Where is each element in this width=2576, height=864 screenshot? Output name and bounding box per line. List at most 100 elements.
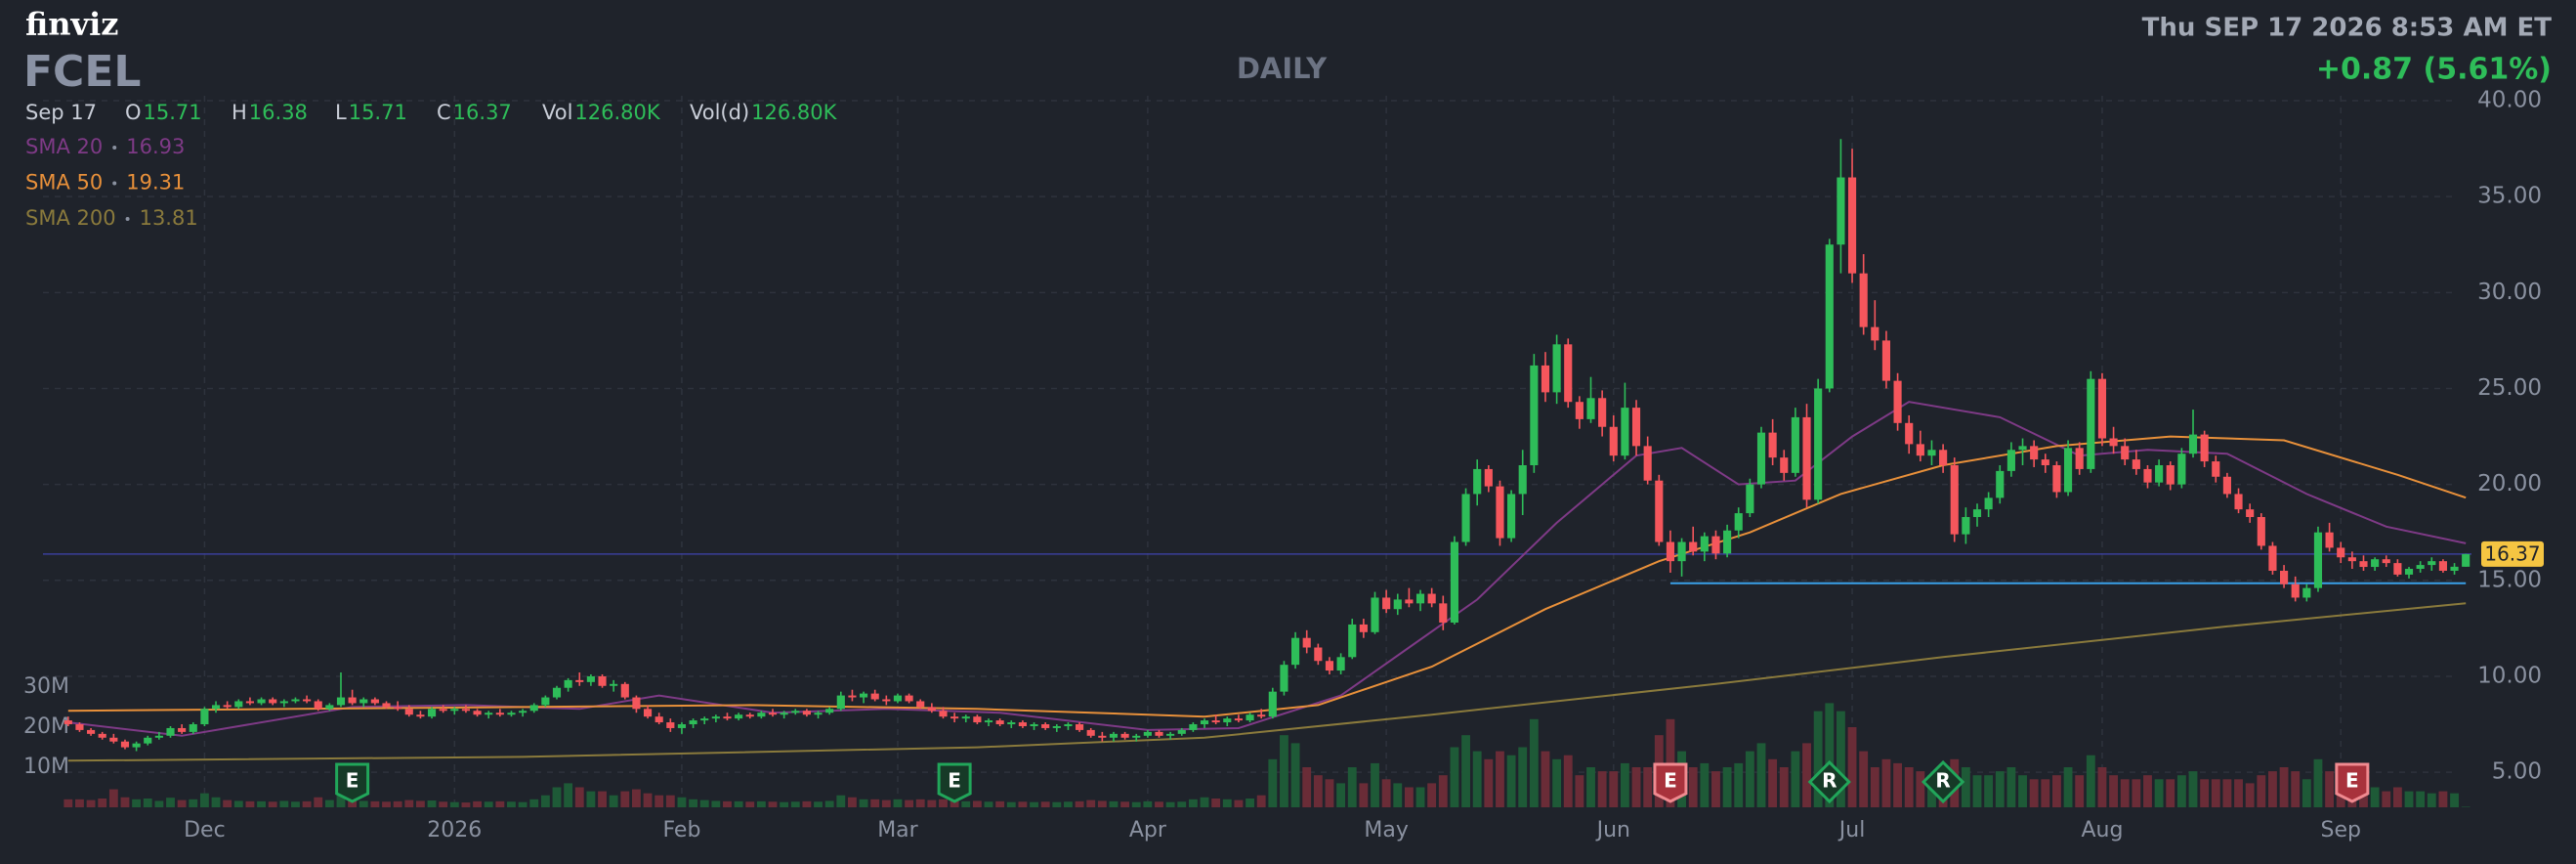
candle-body (1415, 593, 1425, 604)
candle-body (598, 675, 607, 686)
candle-body (2166, 465, 2175, 485)
volume-bar (1472, 751, 1482, 807)
volume-bar (1961, 767, 1970, 807)
price-change: +0.87 (5.61%) (2316, 53, 2552, 87)
volume-bar (756, 800, 766, 807)
candle-body (2347, 557, 2356, 562)
candle-body (2121, 446, 2130, 460)
candle-body (791, 711, 800, 713)
candle-body (1120, 733, 1129, 738)
candle-body (1780, 457, 1789, 473)
candle-body (1996, 470, 2005, 498)
volume-bar (1427, 783, 1437, 807)
candle-body (2177, 454, 2186, 485)
candle-body (507, 713, 516, 715)
volume-bar (745, 801, 755, 807)
candle-body (2063, 448, 2073, 493)
y-tick-label: 40.00 (2477, 88, 2542, 113)
candle-body (1291, 637, 1300, 666)
volume-bar (564, 783, 573, 807)
volume-bar (2370, 787, 2380, 807)
volume-bar (120, 797, 130, 807)
candle-body (1223, 718, 1232, 723)
candle-body (1314, 647, 1323, 662)
volume-bar (2063, 767, 2073, 807)
candle-body (416, 714, 425, 717)
volume-bar (461, 802, 471, 807)
candle-body (461, 709, 471, 712)
x-tick-label: Feb (662, 818, 700, 842)
candle-body (144, 737, 152, 744)
volume-bar (1143, 800, 1153, 807)
quote-value: 15.71 (144, 101, 202, 124)
candle-body (154, 735, 163, 738)
volume-bar (143, 798, 152, 807)
volume-bar (780, 801, 789, 807)
volume-bar (1756, 743, 1766, 807)
volume-bar (279, 800, 289, 807)
candle-body (382, 703, 391, 708)
event-badge (1921, 759, 1965, 804)
volume-bar (2313, 758, 2323, 807)
candle-body (348, 697, 357, 704)
quote-label: O (125, 101, 142, 124)
volume-bar (961, 800, 971, 807)
volume-bar (529, 799, 539, 807)
volume-bar (2325, 771, 2335, 807)
candle-body (2018, 446, 2027, 451)
volume-bar (1995, 771, 2005, 807)
volume-bar (1052, 801, 1062, 807)
candle-body (1700, 536, 1709, 552)
candle-body (1825, 244, 1834, 389)
volume-bar (870, 799, 880, 807)
candle-body (1302, 637, 1311, 648)
candle-body (485, 713, 493, 715)
volume-bar (166, 798, 175, 807)
legend-value: 16.93 (126, 135, 185, 158)
volume-bar (2052, 775, 2061, 807)
volume-bar (1336, 783, 1346, 807)
candle-body (689, 720, 697, 725)
candle-body (1200, 720, 1209, 725)
y-tick-label: 15.00 (2477, 567, 2542, 592)
volume-bar (257, 800, 266, 807)
candle-body (1382, 597, 1391, 610)
volume-bar (1290, 743, 1300, 807)
volume-bar (1040, 801, 1050, 807)
candle-body (802, 711, 811, 715)
volume-bar (1097, 800, 1107, 807)
volume-bar (2166, 779, 2175, 807)
candle-body (1666, 541, 1675, 562)
candle-body (1371, 597, 1379, 632)
volume-bar (1563, 755, 1573, 807)
quote-value: 126.80K (574, 101, 660, 124)
volume-bar (1086, 799, 1096, 807)
legend-dot (112, 146, 117, 150)
candle-body (1689, 541, 1698, 552)
volume-bar (1381, 779, 1391, 807)
candle-body (1791, 416, 1799, 473)
candle-body (1166, 733, 1175, 736)
volume-bar (1120, 801, 1130, 807)
volume-bar (893, 799, 903, 807)
candle-body (2109, 438, 2118, 447)
volume-bar (699, 799, 709, 807)
y-tick-label: 35.00 (2477, 184, 2542, 209)
legend-label: SMA 20 (25, 135, 103, 158)
logo[interactable]: finviz (25, 6, 118, 43)
candle-body (2155, 465, 2164, 483)
candle-body (1325, 661, 1334, 671)
candle-body (2462, 553, 2470, 567)
volume-bar (1881, 758, 1891, 807)
volume-bar (540, 795, 550, 807)
candle-body (245, 701, 255, 704)
candle-body (2325, 532, 2334, 548)
volume-bar (1518, 747, 1528, 807)
candle-body (314, 701, 322, 710)
candle-body (1734, 513, 1743, 531)
candle-body (495, 713, 504, 715)
volume-bar (1222, 799, 1232, 807)
candle-body (2291, 583, 2300, 598)
volume-bar (2097, 767, 2107, 807)
volume-bar (1700, 762, 1710, 807)
